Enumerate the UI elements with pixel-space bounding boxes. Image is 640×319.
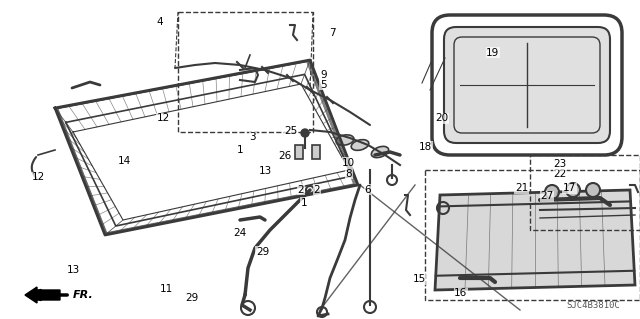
Text: 11: 11 xyxy=(160,284,173,294)
Text: 24: 24 xyxy=(234,228,246,238)
Text: 1: 1 xyxy=(301,197,307,208)
Circle shape xyxy=(586,183,600,197)
Text: 25: 25 xyxy=(285,126,298,136)
Polygon shape xyxy=(435,190,635,290)
Text: 15: 15 xyxy=(413,274,426,284)
Circle shape xyxy=(545,185,559,199)
Text: 23: 23 xyxy=(554,159,566,169)
Bar xyxy=(312,145,320,159)
Text: 22: 22 xyxy=(554,169,566,179)
Text: 2: 2 xyxy=(298,185,304,195)
Text: 27: 27 xyxy=(541,191,554,201)
Bar xyxy=(295,145,303,159)
Bar xyxy=(178,12,313,132)
Ellipse shape xyxy=(371,146,388,158)
Text: SJC4B3810C: SJC4B3810C xyxy=(566,301,620,310)
Text: 3: 3 xyxy=(250,132,256,142)
Text: 16: 16 xyxy=(454,288,467,299)
FancyArrow shape xyxy=(25,287,60,303)
Circle shape xyxy=(301,129,309,137)
Text: FR.: FR. xyxy=(73,290,93,300)
Text: 6: 6 xyxy=(365,185,371,195)
Text: 26: 26 xyxy=(278,151,291,161)
Ellipse shape xyxy=(336,135,354,145)
Text: 14: 14 xyxy=(118,156,131,166)
Text: 7: 7 xyxy=(330,28,336,39)
Bar xyxy=(530,155,640,230)
Circle shape xyxy=(566,183,580,197)
Text: 20: 20 xyxy=(435,113,448,123)
Text: 13: 13 xyxy=(259,166,272,176)
Text: 18: 18 xyxy=(419,142,432,152)
Text: 13: 13 xyxy=(67,264,80,275)
Bar xyxy=(425,170,640,300)
Text: 8: 8 xyxy=(346,169,352,179)
Text: 19: 19 xyxy=(486,48,499,58)
Text: 29: 29 xyxy=(186,293,198,303)
Text: 2: 2 xyxy=(314,185,320,195)
Text: 12: 12 xyxy=(157,113,170,123)
Text: 10: 10 xyxy=(342,158,355,168)
FancyBboxPatch shape xyxy=(444,27,610,143)
Text: 9: 9 xyxy=(320,70,326,80)
Text: 29: 29 xyxy=(256,247,269,257)
Text: 12: 12 xyxy=(32,172,45,182)
Text: 21: 21 xyxy=(515,183,528,193)
Ellipse shape xyxy=(351,140,369,150)
Text: 4: 4 xyxy=(157,17,163,27)
Text: 1: 1 xyxy=(237,145,243,155)
Text: 5: 5 xyxy=(320,79,326,90)
Text: 17: 17 xyxy=(563,183,576,193)
